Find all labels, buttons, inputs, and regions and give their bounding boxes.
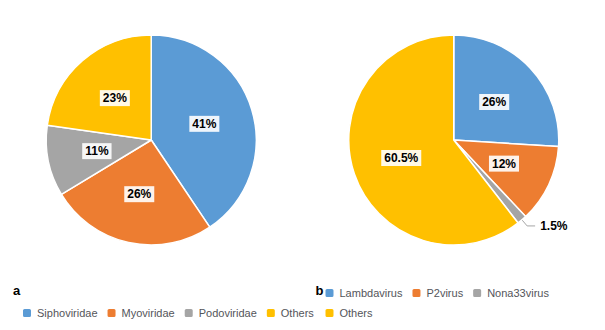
svg-text:26%: 26% — [127, 187, 151, 201]
svg-text:Podoviridae: Podoviridae — [199, 307, 257, 319]
svg-text:Siphoviridae: Siphoviridae — [37, 307, 98, 319]
svg-text:Myoviridae: Myoviridae — [122, 307, 175, 319]
svg-text:P2virus: P2virus — [426, 287, 463, 299]
svg-text:Others: Others — [340, 307, 374, 319]
svg-text:11%: 11% — [85, 144, 109, 158]
svg-text:23%: 23% — [103, 91, 127, 105]
svg-text:60.5%: 60.5% — [384, 151, 418, 165]
svg-text:12%: 12% — [492, 157, 516, 171]
svg-text:Lambdavirus: Lambdavirus — [340, 287, 403, 299]
svg-text:a: a — [13, 283, 21, 298]
svg-text:Nona33virus: Nona33virus — [487, 287, 549, 299]
svg-text:1.5%: 1.5% — [540, 219, 568, 233]
svg-text:26%: 26% — [482, 95, 506, 109]
svg-text:b: b — [316, 283, 324, 298]
svg-text:Others: Others — [281, 307, 315, 319]
svg-text:41%: 41% — [192, 117, 216, 131]
